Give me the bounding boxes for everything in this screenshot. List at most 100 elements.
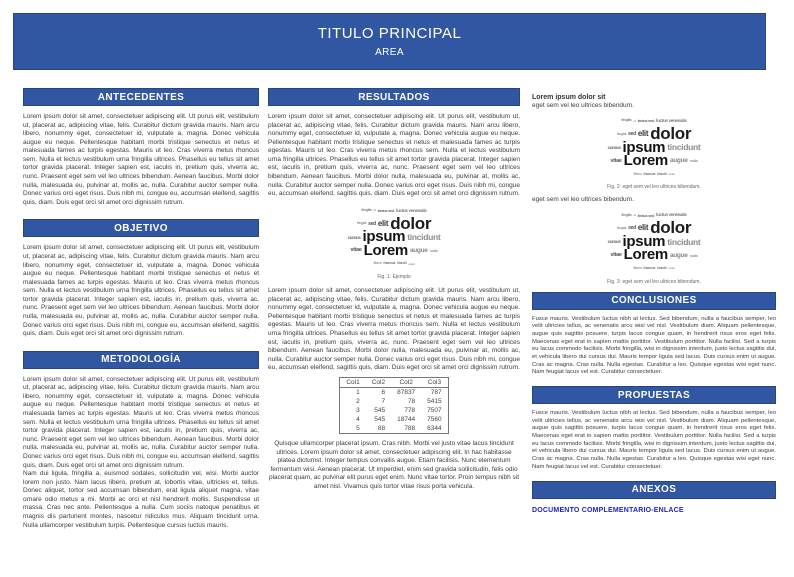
wordcloud-word: luctus venenatis (396, 207, 427, 213)
section-header-conclusiones: CONCLUSIONES (532, 291, 776, 310)
wordcloud-word: blandit (657, 171, 667, 176)
wordcloud-word: feugiat (616, 131, 627, 136)
metodologia-paragraph-1: Lorem ipsum dolor sit amet, consectetuer… (23, 375, 259, 469)
wordcloud-word: fringilla (621, 118, 632, 123)
wordcloud-word: tincidunt (667, 236, 701, 247)
wordcloud-word: elit (637, 128, 649, 138)
wordcloud-word: ut (633, 212, 636, 217)
propuestas-paragraph: Fusce mauris. Vestibulum luctus nibh at … (532, 410, 776, 470)
section-conclusiones: CONCLUSIONES Fusce mauris. Vestibulum lu… (532, 291, 776, 377)
figure-1-caption: Fig. 1: Ejemplo (377, 274, 411, 281)
wordcloud-word: blandit (397, 261, 407, 266)
antecedentes-paragraph: Lorem ipsum dolor sit amet, consectetuer… (23, 113, 259, 206)
wordcloud-word: ut (373, 208, 376, 213)
metodologia-paragraph-2: Nam dui ligula, fringilla a, euismod sod… (23, 470, 259, 529)
wordcloud-word: lectus sed (637, 212, 655, 218)
wordcloud-word: elit (377, 218, 389, 228)
results-table-body: 1 6 87837 787 2 7 78 5415 3 545 778 7507 4 545 18744 75… (340, 387, 448, 433)
section-header-propuestas: PROPUESTAS (532, 386, 776, 405)
wordcloud-row: cursus ipsum tincidunt (532, 233, 776, 251)
table-cell: 5415 (427, 397, 442, 405)
table-cell: 788 (404, 424, 416, 432)
wordcloud-word: dolor (650, 124, 692, 144)
poster-area-subtitle: AREA (375, 47, 404, 58)
wordcloud-word: amet (668, 266, 675, 271)
results-table-header-cell: Col3 (421, 377, 449, 388)
wordcloud-row: feugiat sed elit dolor (268, 215, 520, 232)
objetivo-paragraph: Lorem ipsum dolor sit amet, consectetuer… (23, 244, 259, 338)
wordcloud-row: feugiat sed elit dolor (532, 124, 776, 144)
table-cell: 7 (381, 397, 386, 405)
results-table: Col1 Col2 Col2 Col3 1 6 87837 787 2 7 78 5415 3 545 7… (339, 376, 449, 434)
wordcloud-row: fringilla ut lectus sed luctus venenatis (532, 208, 776, 221)
right-intro-line: eget sem vel leo ultrices bibendum. (532, 102, 634, 109)
table-cell: 2 (356, 397, 360, 405)
wordcloud-row: libero rhoncus blandit amet (532, 167, 776, 180)
section-header-metodologia: METODOLOGÍA (23, 350, 259, 369)
table-cell: 3 (356, 406, 360, 414)
documento-complementario-link[interactable]: DOCUMENTO COMPLEMENTARIO-ENLACE (532, 506, 684, 514)
table-cell: 7560 (427, 415, 442, 423)
section-objetivo: OBJETIVO Lorem ipsum dolor sit amet, con… (23, 219, 259, 338)
table-cell: 78 (407, 397, 416, 405)
wordcloud-row: fringilla ut lectus sed luctus venenatis (268, 204, 520, 217)
section-header-resultados: RESULTADOS (268, 88, 520, 106)
wordcloud-word: rhoncus (643, 171, 656, 176)
results-table-header-cell: Col2 (365, 377, 392, 388)
table-row: 4 545 18744 7560 (340, 415, 448, 424)
section-resultados: RESULTADOS Lorem ipsum dolor sit amet, c… (268, 88, 520, 491)
poster-title: TITULO PRINCIPAL (317, 25, 462, 42)
wordcloud-image-2: fringilla ut lectus sed luctus venenatis feu… (532, 112, 776, 181)
section-antecedentes: ANTECEDENTES Lorem ipsum dolor sit amet,… (23, 88, 259, 207)
right-mid-line: eget sem vel leo ultrices bibendum. (532, 196, 634, 204)
figure-wordcloud-3: fringilla ut lectus sed luctus venenatis feu… (532, 206, 776, 285)
table-cell: 1 (356, 388, 360, 396)
wordcloud-word: sed (628, 131, 636, 138)
wordcloud-word: lectus sed (377, 207, 395, 213)
wordcloud-word: nulla (689, 158, 698, 164)
table-cell: 5 (356, 424, 360, 432)
wordcloud-word: cursus (607, 239, 621, 245)
wordcloud-word: nulla (689, 252, 698, 258)
wordcloud-word: libero (633, 265, 642, 270)
wordcloud-row: vitae Lorem augue nulla (532, 151, 776, 169)
wordcloud-word: vitae (350, 247, 362, 254)
wordcloud-word: Lorem (623, 246, 669, 264)
right-intro-heading: Lorem ipsum dolor sit (532, 94, 606, 101)
column-middle: RESULTADOS Lorem ipsum dolor sit amet, c… (268, 88, 520, 503)
wordcloud-word: sed (368, 220, 376, 227)
wordcloud-row: vitae Lorem augue nulla (268, 243, 520, 258)
table-row: 1 6 87837 787 (340, 387, 448, 397)
figure-2-caption: Fig. 2: eget sem vel leo ultrices bibend… (607, 184, 701, 191)
wordcloud-word: amet (668, 171, 675, 176)
wordcloud-word: fringilla (621, 212, 632, 217)
wordcloud-word: augue (669, 157, 688, 165)
wordcloud-image-1: fringilla ut lectus sed luctus venenatis feu… (268, 202, 520, 271)
wordcloud-word: ipsum (622, 233, 666, 251)
table-cell: 87837 (397, 388, 416, 396)
wordcloud-row: libero rhoncus blandit amet (532, 262, 776, 275)
wordcloud-word: Lorem (623, 151, 669, 169)
wordcloud-word: augue (669, 251, 688, 259)
wordcloud-word: ipsum (362, 228, 406, 246)
resultados-paragraph-3: Quisque ullamcorper placerat ipsum. Cras… (268, 439, 519, 490)
wordcloud-word: ipsum (622, 138, 666, 156)
wordcloud-word: amet (408, 261, 415, 266)
wordcloud-word: ut (633, 118, 636, 123)
wordcloud-word: feugiat (356, 221, 367, 226)
figure-3-caption: Fig. 3: eget sem vel leo ultrices bibend… (607, 278, 701, 285)
wordcloud-word: vitae (610, 157, 622, 164)
wordcloud-word: tincidunt (667, 142, 701, 153)
wordcloud-row: feugiat sed elit dolor (532, 219, 776, 236)
conclusiones-paragraph: Fusce mauris. Vestibulum luctus nibh at … (532, 315, 776, 376)
figure-wordcloud-1: fringilla ut lectus sed luctus venenatis feu… (268, 202, 520, 280)
wordcloud-word: luctus venenatis (656, 212, 687, 218)
wordcloud-word: lectus sed (637, 118, 655, 124)
wordcloud-word: nulla (429, 248, 438, 254)
section-metodologia: METODOLOGÍA Lorem ipsum dolor sit amet, … (23, 350, 259, 530)
wordcloud-row: cursus ipsum tincidunt (532, 138, 776, 156)
section-propuestas: PROPUESTAS Fusce mauris. Vestibulum luct… (532, 386, 776, 471)
results-table-header-cell: Col2 (391, 377, 422, 388)
table-cell: 88 (377, 424, 386, 432)
